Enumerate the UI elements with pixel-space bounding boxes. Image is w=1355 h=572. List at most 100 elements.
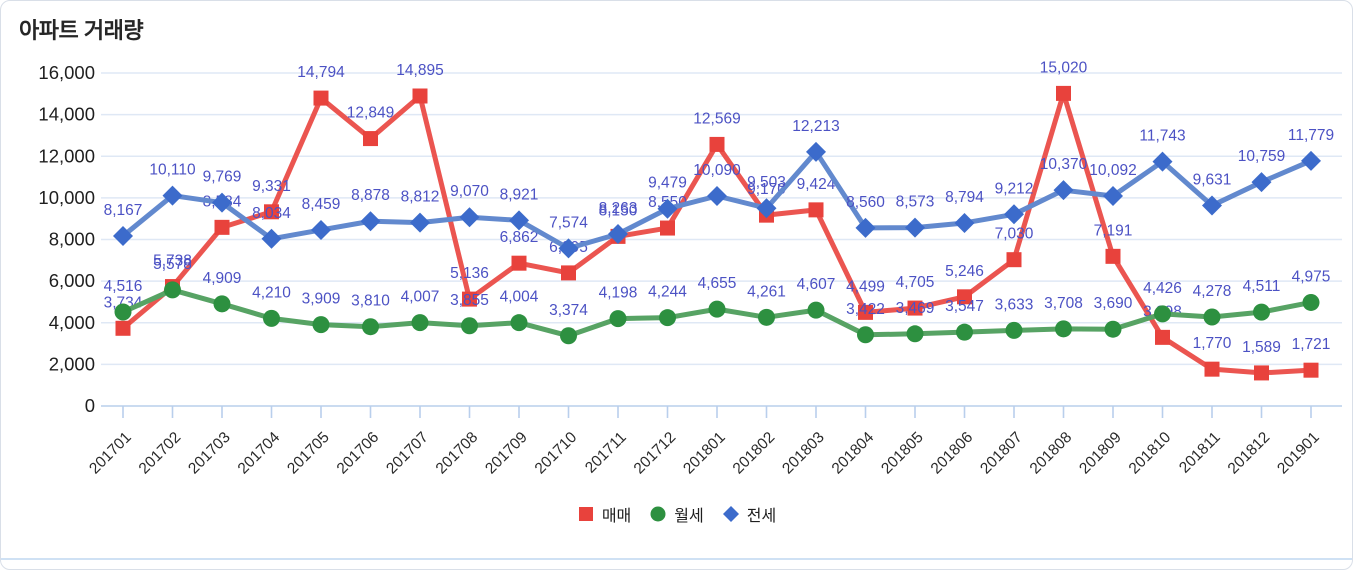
wolse-marker-201803 [807,301,825,319]
wolse-marker-201711 [609,310,627,328]
wolse-data-label: 3,708 [1044,295,1083,312]
legend-item-wolse[interactable]: 월세 [649,502,704,526]
maemae-marker-201805 [907,300,923,316]
x-axis-label: 201708 [433,429,482,478]
maemae-data-label: 15,020 [1040,59,1088,76]
x-axis-label: 201809 [1076,429,1125,478]
wolse-marker-201704 [263,309,280,327]
legend-diamond-icon [722,506,739,522]
jeonse-data-label: 9,631 [1193,172,1232,189]
wolse-data-label: 3,909 [302,291,341,308]
y-axis-tick-label: 14,000 [38,104,95,125]
maemae-marker-201701 [115,320,131,336]
legend-label: 월세 [674,508,704,525]
jeonse-marker-201809 [1103,185,1123,206]
wolse-data-label: 4,655 [698,275,737,292]
wolse-marker-201705 [312,316,330,334]
jeonse-marker-201808 [1053,180,1074,201]
y-axis-tick-label: 12,000 [38,145,95,166]
jeonse-marker-201801 [707,186,727,207]
jeonse-marker-201712 [657,198,678,219]
maemae-marker-201710 [561,265,576,281]
x-axis-label: 201703 [185,429,234,478]
maemae-marker-201803 [808,202,824,218]
x-axis-label: 201709 [482,429,531,478]
jeonse-data-label: 10,110 [149,162,196,179]
jeonse-marker-201810 [1152,151,1173,172]
jeonse-data-label: 11,743 [1139,128,1185,145]
jeonse-data-label: 10,370 [1040,156,1088,173]
jeonse-marker-201702 [162,185,183,206]
jeonse-data-label: 10,759 [1238,148,1285,165]
wolse-data-label: 3,469 [896,300,935,317]
maemae-marker-201705 [313,90,329,106]
maemae-data-label: 12,569 [693,110,740,127]
maemae-marker-201809 [1105,248,1121,264]
chart-title: 아파트 거래량 [19,18,144,43]
x-axis-label: 201706 [334,429,383,478]
maemae-marker-201808 [1056,85,1071,101]
maemae-marker-201806 [957,289,972,305]
maemae-data-label: 5,738 [153,253,192,270]
jeonse-data-label: 8,921 [500,186,539,203]
maemae-marker-201807 [1006,252,1022,268]
wolse-marker-201806 [956,323,973,341]
maemae-marker-201706 [363,131,378,147]
wolse-data-label: 4,004 [500,289,539,306]
wolse-data-label: 4,426 [1143,280,1182,297]
wolse-marker-201708 [461,317,478,335]
maemae-data-label: 5,246 [945,263,984,280]
jeonse-marker-201805 [905,217,925,238]
legend-label: 매매 [601,508,632,525]
wolse-marker-201703 [213,295,231,313]
jeonse-data-label: 9,212 [995,180,1034,197]
wolse-data-label: 4,516 [104,278,143,295]
x-axis-label: 201811 [1176,429,1224,477]
maemae-data-label: 1,589 [1242,339,1281,356]
wolse-data-label: 4,975 [1292,268,1331,285]
jeonse-data-label: 8,573 [896,194,935,211]
x-axis-label: 201802 [730,429,779,478]
wolse-data-label: 4,244 [648,284,687,301]
wolse-marker-201712 [659,309,676,327]
wolse-marker-201801 [708,300,726,318]
maemae-data-label: 4,705 [896,274,935,291]
wolse-data-label: 4,261 [747,283,786,300]
wolse-data-label: 3,374 [549,302,588,319]
x-axis-label: 201705 [284,429,333,478]
jeonse-marker-201709 [509,210,529,231]
jeonse-data-label: 11,779 [1288,127,1334,144]
maemae-data-label: 7,191 [1094,222,1133,239]
jeonse-marker-201804 [855,217,876,238]
chart-legend: 매매 월세 전세 [1,502,1352,526]
x-axis-label: 201801 [680,429,729,478]
maemae-marker-201810 [1155,329,1170,345]
wolse-data-label: 3,690 [1094,295,1133,312]
wolse-data-label: 4,278 [1193,283,1232,300]
legend-item-maemae[interactable]: 매매 [577,502,631,526]
jeonse-marker-201706 [360,211,381,232]
maemae-data-label: 6,862 [500,229,539,246]
wolse-data-label: 3,633 [995,296,1034,313]
maemae-marker-201704 [264,204,279,220]
maemae-marker-201812 [1254,365,1269,381]
x-axis-label: 201806 [928,429,977,478]
x-axis-label: 201808 [1027,429,1076,478]
jeonse-marker-201812 [1251,172,1272,193]
y-axis-tick-label: 2,000 [49,353,95,374]
maemae-marker-201709 [511,255,527,271]
maemae-data-label: 1,721 [1292,336,1331,353]
wolse-marker-201804 [857,326,874,344]
wolse-data-label: 3,810 [351,293,390,310]
maemae-data-label: 7,030 [995,226,1034,243]
x-axis-label: 201807 [977,429,1026,478]
maemae-marker-201708 [462,291,477,307]
y-axis-tick-label: 8,000 [49,229,95,250]
wolse-marker-201802 [758,308,775,326]
x-axis-label: 201710 [532,429,581,478]
jeonse-data-label: 8,794 [945,189,984,206]
jeonse-data-label: 8,167 [104,202,143,219]
legend-item-jeonse[interactable]: 전세 [722,502,776,526]
